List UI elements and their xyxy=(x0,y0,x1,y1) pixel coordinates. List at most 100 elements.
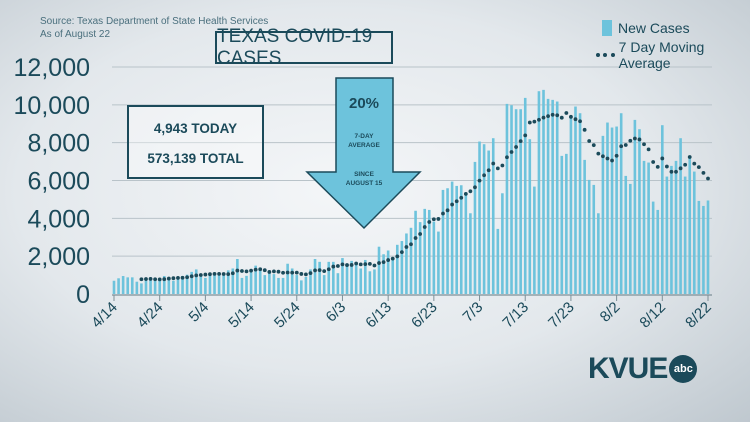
average-point xyxy=(701,170,706,175)
bar xyxy=(304,276,308,294)
bar xyxy=(565,153,568,294)
bar xyxy=(240,277,244,294)
average-point xyxy=(281,270,285,275)
average-point xyxy=(226,272,231,277)
average-point xyxy=(299,272,304,276)
bar xyxy=(313,259,317,294)
bar xyxy=(523,97,527,294)
bar xyxy=(427,209,431,294)
average-point xyxy=(166,276,171,281)
average-point xyxy=(313,268,317,273)
bar xyxy=(601,135,605,294)
average-point xyxy=(514,145,518,149)
average-point xyxy=(445,208,450,213)
bar xyxy=(199,274,203,294)
today-cases: 4,943 TODAY xyxy=(153,121,238,136)
average-point xyxy=(340,262,345,267)
average-point xyxy=(198,273,203,277)
average-point xyxy=(628,138,633,143)
y-tick-label: 12,000 xyxy=(14,54,90,82)
x-tick-label: 4/14 xyxy=(88,299,121,332)
average-point xyxy=(354,261,359,266)
average-point xyxy=(459,195,464,200)
average-point xyxy=(377,261,381,265)
bar xyxy=(473,161,477,294)
bar xyxy=(606,122,609,294)
bar xyxy=(446,188,449,294)
average-point xyxy=(655,164,660,169)
x-tick-label: 8/22 xyxy=(682,299,715,332)
average-point xyxy=(249,268,253,273)
average-point xyxy=(308,271,313,276)
source-text: Source: Texas Department of State Health… xyxy=(40,16,269,27)
average-point xyxy=(486,168,491,173)
bar xyxy=(423,208,427,294)
average-point xyxy=(162,277,167,282)
average-point xyxy=(482,173,487,178)
x-tick-label: 8/12 xyxy=(636,299,669,332)
average-point xyxy=(632,136,637,141)
average-point xyxy=(463,192,468,196)
x-tick-label: 7/23 xyxy=(545,299,578,332)
y-tick-label: 10,000 xyxy=(14,92,90,120)
bar xyxy=(217,275,221,294)
bar xyxy=(300,280,303,294)
bar xyxy=(153,278,157,294)
average-point xyxy=(317,268,322,273)
average-point xyxy=(431,217,436,222)
average-point xyxy=(276,269,281,274)
bar xyxy=(263,275,267,294)
average-point xyxy=(148,277,153,281)
average-point xyxy=(189,274,194,279)
average-point xyxy=(674,169,678,174)
bar xyxy=(204,277,207,294)
average-point xyxy=(272,269,276,274)
bar xyxy=(661,125,664,294)
logo-text: KVUE xyxy=(588,352,668,385)
bar xyxy=(455,185,458,294)
bar xyxy=(167,277,171,294)
bar xyxy=(615,126,618,294)
bar xyxy=(194,269,198,294)
average-point xyxy=(559,115,564,120)
bar xyxy=(322,275,326,294)
bar xyxy=(578,113,582,295)
dotted-line-swatch xyxy=(596,52,615,57)
bar xyxy=(386,250,390,294)
bar xyxy=(418,222,422,294)
average-point xyxy=(262,268,267,273)
bar xyxy=(624,175,628,294)
average-point xyxy=(623,143,628,147)
bar xyxy=(697,200,701,294)
average-point xyxy=(418,232,423,236)
average-point xyxy=(390,256,395,261)
x-tick-label: 7/3 xyxy=(460,299,487,326)
chart-title: TEXAS COVID-19 CASES xyxy=(215,26,393,69)
average-point xyxy=(696,165,701,170)
bar xyxy=(587,179,591,294)
average-point xyxy=(619,144,624,149)
x-tick-label: 5/4 xyxy=(185,299,212,326)
bar xyxy=(318,261,321,294)
average-point xyxy=(692,161,697,166)
average-point xyxy=(267,270,272,274)
bar xyxy=(117,278,120,294)
average-point xyxy=(605,156,610,161)
average-point xyxy=(235,268,240,273)
bar xyxy=(208,274,212,294)
arrow-line2: AVERAGE xyxy=(348,142,380,149)
bar xyxy=(140,283,143,294)
average-point xyxy=(230,271,235,276)
bar xyxy=(373,269,376,294)
average-point xyxy=(217,271,221,276)
bar xyxy=(519,109,522,294)
average-point xyxy=(532,119,537,124)
average-point xyxy=(454,199,459,204)
average-point xyxy=(651,160,656,164)
bar xyxy=(441,189,445,294)
bar-swatch xyxy=(602,19,612,36)
average-point xyxy=(212,271,217,276)
bar xyxy=(619,113,623,295)
bar xyxy=(469,213,472,294)
average-point xyxy=(646,147,651,152)
